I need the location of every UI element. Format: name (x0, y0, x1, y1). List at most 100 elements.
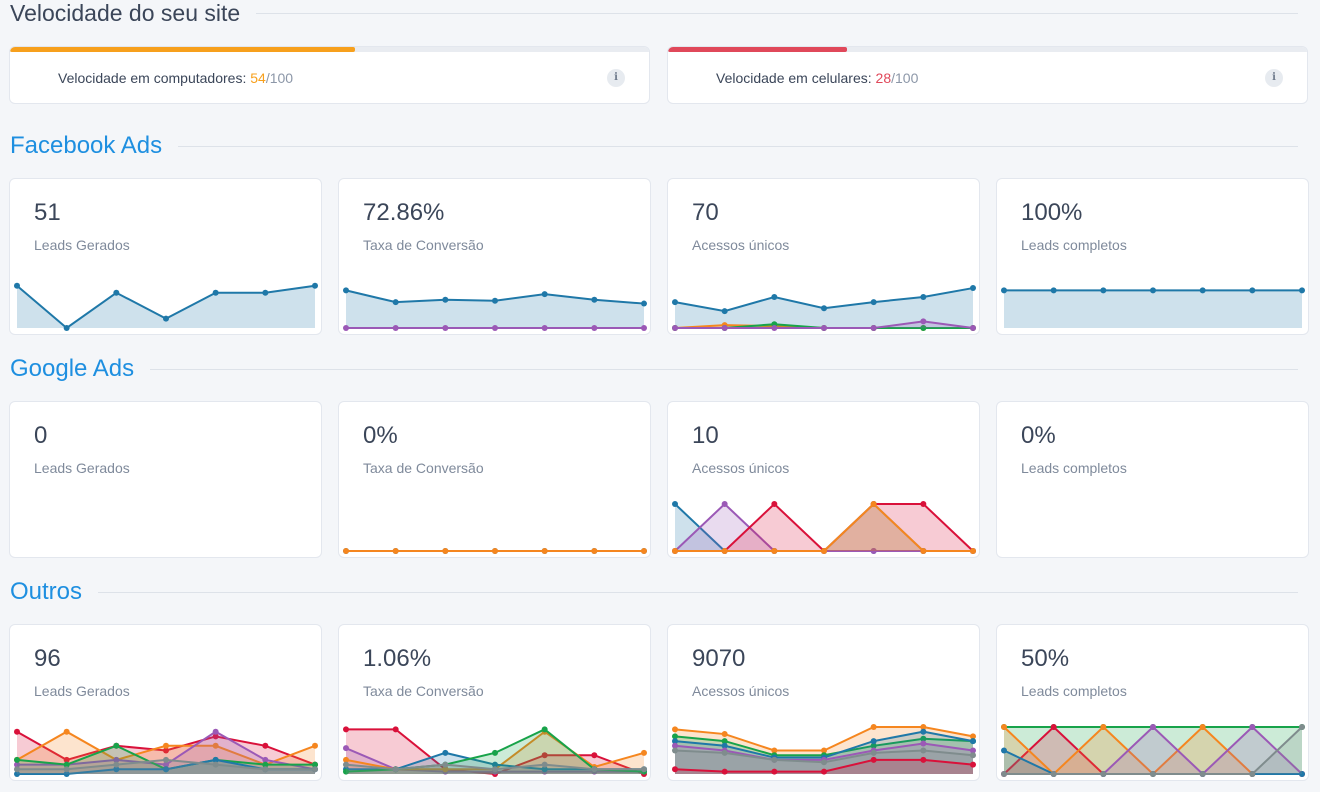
data-point-green-0[interactable] (343, 768, 349, 775)
data-point-blue-1[interactable] (721, 308, 728, 315)
data-point-gray-2[interactable] (113, 761, 120, 768)
data-point-gray-5[interactable] (1249, 771, 1256, 777)
data-point-gray-3[interactable] (821, 759, 827, 766)
data-point-purple-0[interactable] (672, 742, 678, 749)
data-point-red-0[interactable] (14, 728, 20, 735)
data-point-blue-4[interactable] (870, 299, 877, 306)
data-point-purple-6[interactable] (970, 325, 976, 331)
data-point-blue-2[interactable] (1100, 287, 1107, 294)
data-point-gray-5[interactable] (591, 766, 598, 773)
data-point-green-1[interactable] (63, 761, 70, 768)
data-point-purple-3[interactable] (1150, 724, 1156, 730)
data-point-green-3[interactable] (492, 749, 498, 756)
data-point-gray-0[interactable] (14, 766, 20, 773)
data-point-blue-3[interactable] (492, 761, 498, 768)
data-point-green-1[interactable] (721, 738, 728, 745)
data-point-gray-1[interactable] (63, 766, 70, 773)
data-point-orange-5[interactable] (591, 548, 598, 554)
data-point-orange-6[interactable] (641, 548, 647, 554)
data-point-gray-6[interactable] (641, 766, 647, 773)
data-point-orange-0[interactable] (1001, 724, 1007, 730)
info-icon[interactable]: i (607, 69, 625, 87)
data-point-red-1[interactable] (1050, 724, 1057, 730)
data-point-blue-3[interactable] (492, 297, 498, 304)
data-point-blue-4[interactable] (212, 289, 219, 296)
data-point-red-0[interactable] (343, 726, 349, 733)
data-point-red-1[interactable] (392, 726, 399, 733)
data-point-red-1[interactable] (63, 756, 70, 763)
data-point-blue-2[interactable] (113, 289, 120, 296)
data-point-purple-1[interactable] (721, 501, 728, 507)
data-point-red-6[interactable] (970, 761, 976, 768)
data-point-purple-0[interactable] (343, 745, 349, 752)
data-point-orange-3[interactable] (492, 548, 498, 554)
data-point-orange-2[interactable] (771, 747, 778, 754)
data-point-blue-0[interactable] (1001, 747, 1007, 754)
data-point-orange-6[interactable] (312, 742, 318, 749)
data-point-orange-3[interactable] (821, 747, 827, 754)
data-point-orange-4[interactable] (541, 548, 548, 554)
data-point-orange-1[interactable] (63, 728, 70, 735)
data-point-blue-0[interactable] (672, 738, 678, 745)
data-point-green-2[interactable] (113, 742, 120, 749)
data-point-orange-2[interactable] (442, 766, 449, 773)
data-point-orange-3[interactable] (821, 548, 827, 554)
data-point-blue-0[interactable] (14, 282, 20, 289)
data-point-purple-3[interactable] (821, 325, 827, 331)
data-point-orange-2[interactable] (442, 548, 449, 554)
data-point-green-6[interactable] (312, 761, 318, 768)
data-point-blue-1[interactable] (1050, 287, 1057, 294)
data-point-purple-0[interactable] (14, 761, 20, 768)
data-point-gray-2[interactable] (442, 761, 449, 768)
data-point-orange-0[interactable] (672, 726, 678, 733)
data-point-gray-1[interactable] (1050, 771, 1057, 777)
data-point-purple-2[interactable] (771, 325, 778, 331)
data-point-gray-3[interactable] (492, 766, 498, 773)
data-point-blue-6[interactable] (312, 282, 318, 289)
data-point-gray-4[interactable] (1199, 771, 1206, 777)
data-point-blue-1[interactable] (63, 771, 70, 777)
data-point-gray-6[interactable] (312, 766, 318, 773)
data-point-blue-4[interactable] (212, 756, 219, 763)
data-point-blue-0[interactable] (14, 771, 20, 777)
data-point-purple-2[interactable] (113, 756, 120, 763)
data-point-purple-5[interactable] (262, 756, 269, 763)
data-point-purple-4[interactable] (212, 728, 219, 735)
data-point-gray-3[interactable] (163, 756, 169, 763)
data-point-orange-6[interactable] (641, 749, 647, 756)
data-point-purple-5[interactable] (1249, 724, 1256, 730)
data-point-purple-6[interactable] (641, 325, 647, 331)
data-point-blue-5[interactable] (262, 289, 269, 296)
data-point-purple-2[interactable] (442, 325, 449, 331)
data-point-orange-0[interactable] (343, 756, 349, 763)
data-point-green-5[interactable] (920, 735, 927, 742)
data-point-orange-4[interactable] (870, 501, 877, 507)
data-point-purple-0[interactable] (672, 325, 678, 331)
data-point-purple-4[interactable] (541, 325, 548, 331)
data-point-red-2[interactable] (771, 768, 778, 775)
data-point-gray-4[interactable] (541, 761, 548, 768)
data-point-green-0[interactable] (14, 756, 20, 763)
data-point-orange-5[interactable] (920, 724, 927, 730)
data-point-red-0[interactable] (672, 766, 678, 773)
data-point-gray-2[interactable] (771, 756, 778, 763)
data-point-gray-4[interactable] (870, 749, 877, 756)
data-point-orange-6[interactable] (970, 733, 976, 740)
data-point-gray-2[interactable] (1100, 771, 1107, 777)
data-point-orange-5[interactable] (920, 548, 927, 554)
data-point-red-4[interactable] (212, 733, 219, 740)
data-point-purple-4[interactable] (870, 548, 877, 554)
data-point-orange-1[interactable] (392, 548, 399, 554)
data-point-orange-2[interactable] (771, 548, 778, 554)
data-point-gray-6[interactable] (970, 752, 976, 759)
data-point-blue-4[interactable] (1199, 287, 1206, 294)
data-point-orange-4[interactable] (870, 724, 877, 730)
data-point-gray-0[interactable] (1001, 771, 1007, 777)
data-point-gray-0[interactable] (343, 761, 349, 768)
data-point-blue-4[interactable] (541, 766, 548, 773)
data-point-green-5[interactable] (262, 761, 269, 768)
data-point-gray-5[interactable] (262, 766, 269, 773)
data-point-blue-3[interactable] (1150, 287, 1156, 294)
data-point-blue-1[interactable] (721, 742, 728, 749)
data-point-orange-4[interactable] (1199, 724, 1206, 730)
